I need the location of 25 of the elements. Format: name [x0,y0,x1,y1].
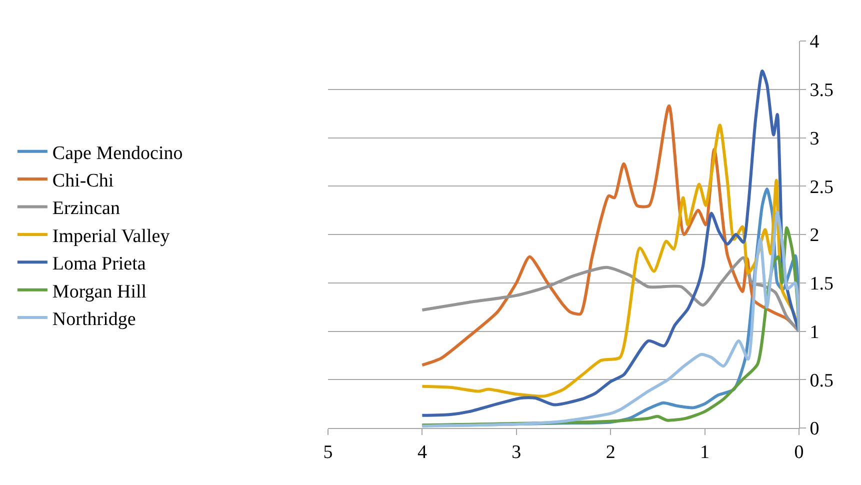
legend-label: Erzincan [52,198,120,220]
y-tick-label: 2.5 [810,176,834,198]
y-tick-label: 0 [810,418,820,440]
line-series [420,256,799,333]
y-tick-label: 0.5 [810,370,834,392]
x-tick-label: 5 [323,442,333,463]
legend-label: Loma Prieta [52,254,146,275]
legend-label: Cape Mendocino [52,142,183,164]
y-tick-label: 2 [810,225,820,246]
x-tick-label: 1 [700,442,710,463]
line-series [420,69,799,417]
y-tick-label: 4 [810,32,820,53]
y-tick-label: 1 [810,322,820,343]
legend-label: Chi-Chi [52,170,114,192]
y-tick-label: 3 [810,128,820,150]
line-series [420,124,799,398]
legend-label: Imperial Valley [52,226,170,247]
legend-label: Morgan Hill [52,281,147,302]
y-tick-label: 3.5 [810,80,834,102]
y-tick-label: 1.5 [810,274,834,295]
legend-label: Northridge [52,308,136,330]
x-tick-label: 2 [606,442,616,463]
x-tick-label: 0 [794,442,804,463]
x-tick-label: 4 [417,442,428,463]
x-tick-label: 3 [512,442,522,463]
